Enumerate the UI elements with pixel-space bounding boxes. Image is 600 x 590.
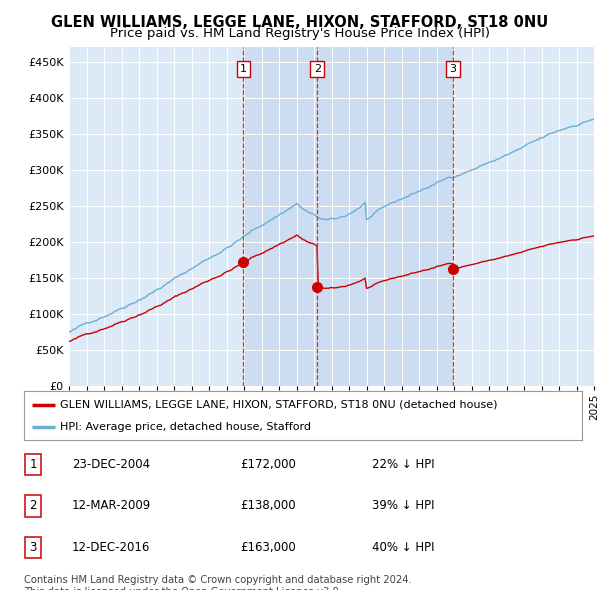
Text: GLEN WILLIAMS, LEGGE LANE, HIXON, STAFFORD, ST18 0NU (detached house): GLEN WILLIAMS, LEGGE LANE, HIXON, STAFFO… — [60, 399, 498, 409]
Text: £163,000: £163,000 — [240, 540, 296, 554]
Text: 39% ↓ HPI: 39% ↓ HPI — [372, 499, 434, 513]
Text: 23-DEC-2004: 23-DEC-2004 — [72, 458, 150, 471]
Text: 12-DEC-2016: 12-DEC-2016 — [72, 540, 151, 554]
Text: 12-MAR-2009: 12-MAR-2009 — [72, 499, 151, 513]
Text: 1: 1 — [240, 64, 247, 74]
Text: £138,000: £138,000 — [240, 499, 296, 513]
Text: 3: 3 — [449, 64, 457, 74]
Text: Contains HM Land Registry data © Crown copyright and database right 2024.
This d: Contains HM Land Registry data © Crown c… — [24, 575, 412, 590]
Bar — [244, 47, 317, 386]
Text: 3: 3 — [29, 540, 37, 554]
Bar — [317, 47, 453, 386]
Text: 22% ↓ HPI: 22% ↓ HPI — [372, 458, 434, 471]
Text: 1: 1 — [29, 458, 37, 471]
Text: £172,000: £172,000 — [240, 458, 296, 471]
Text: HPI: Average price, detached house, Stafford: HPI: Average price, detached house, Staf… — [60, 422, 311, 432]
Text: 40% ↓ HPI: 40% ↓ HPI — [372, 540, 434, 554]
Text: 2: 2 — [314, 64, 321, 74]
Text: Price paid vs. HM Land Registry's House Price Index (HPI): Price paid vs. HM Land Registry's House … — [110, 27, 490, 40]
Text: GLEN WILLIAMS, LEGGE LANE, HIXON, STAFFORD, ST18 0NU: GLEN WILLIAMS, LEGGE LANE, HIXON, STAFFO… — [52, 15, 548, 30]
Text: 2: 2 — [29, 499, 37, 513]
